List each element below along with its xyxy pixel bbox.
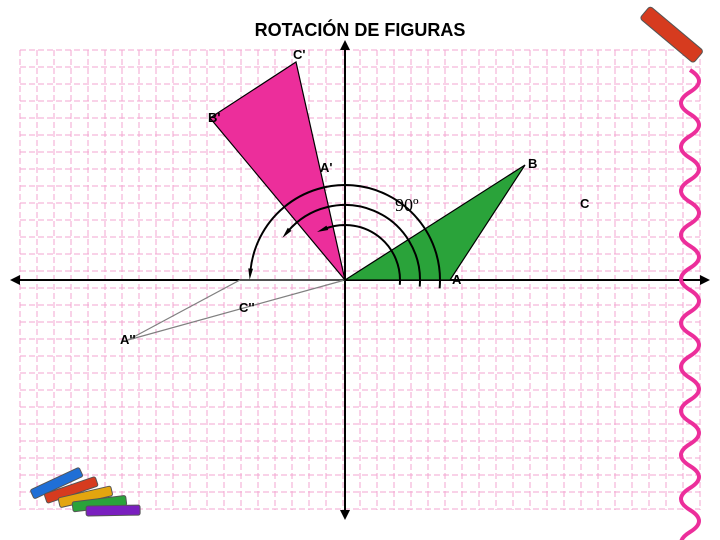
label-c-prime: C' (293, 47, 305, 62)
label-a: A (452, 272, 461, 287)
label-b-prime: B' (208, 110, 220, 125)
label-a-double-prime: A'' (120, 332, 136, 347)
label-b: B (528, 156, 537, 171)
angle-label: 90º (395, 195, 419, 216)
label-c: C (580, 196, 589, 211)
diagram-canvas (0, 0, 720, 540)
label-a-prime: A' (320, 160, 332, 175)
label-c-double-prime: C'' (239, 300, 255, 315)
